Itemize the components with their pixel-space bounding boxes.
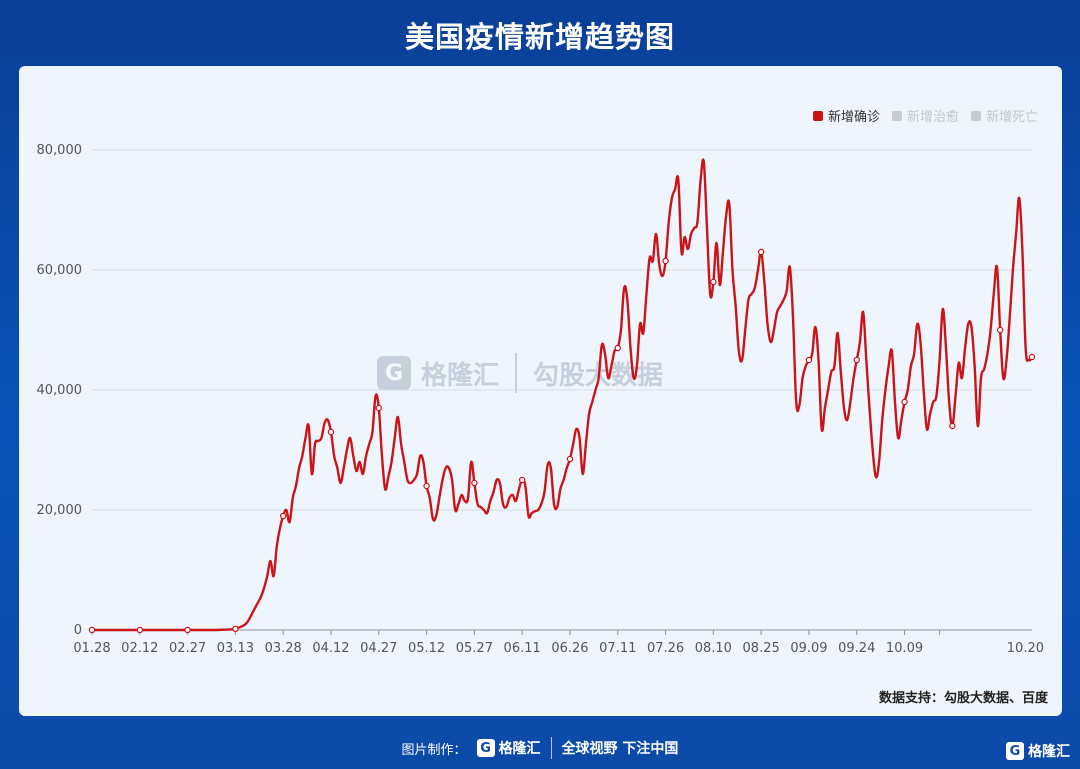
y-tick-label: 0 [74, 623, 82, 638]
footer: 图片制作： G 格隆汇 全球视野 下注中国 [0, 733, 1080, 763]
legend-label-new-confirmed: 新增确诊 [827, 110, 880, 125]
legend-swatch-new-deaths [970, 110, 981, 121]
legend-label-new-deaths: 新增死亡 [985, 110, 1038, 125]
x-tick-label: 07.26 [647, 641, 684, 656]
footer-divider [550, 737, 552, 759]
corner-brand: 格隆汇 [1028, 744, 1070, 760]
data-point[interactable] [901, 398, 908, 406]
footer-made-by: 图片制作： [401, 742, 467, 758]
data-point[interactable] [471, 479, 478, 487]
data-point[interactable] [805, 356, 813, 364]
legend-swatch-new-recovered [891, 110, 902, 121]
legend-item-new-confirmed[interactable]: 新增确诊 [812, 106, 880, 125]
legend-swatch-new-confirmed [812, 110, 823, 121]
watermark-logo-icon: G [377, 356, 411, 390]
data-point[interactable] [279, 512, 287, 520]
data-point[interactable] [375, 404, 382, 412]
x-tick-label: 05.27 [456, 641, 493, 656]
x-tick-label: 03.28 [265, 641, 302, 656]
x-axis-labels: 01.28 02.12 02.27 03.13 03.28 04.12 04.27 05.12… [73, 630, 1044, 656]
x-tick-label: 09.24 [838, 641, 875, 656]
page-title: 美国疫情新增趋势图 [404, 20, 675, 54]
series-line-new-confirmed [91, 158, 1033, 632]
x-tick-label: 04.12 [312, 641, 349, 656]
data-point[interactable] [518, 476, 526, 484]
x-tick-label: 02.12 [121, 641, 158, 656]
x-tick-label: 05.12 [408, 641, 445, 656]
data-point[interactable] [710, 278, 717, 286]
data-point[interactable] [423, 482, 430, 490]
x-tick-label: 02.27 [169, 641, 206, 656]
x-tick-label: 08.10 [695, 641, 732, 656]
data-point[interactable] [566, 455, 574, 463]
data-point[interactable] [136, 626, 143, 634]
data-point[interactable] [996, 326, 1004, 334]
brand-logo-icon: G [476, 739, 495, 757]
data-point[interactable] [949, 422, 956, 430]
footer-logo: G 格隆汇 [476, 738, 541, 758]
legend-label-new-recovered: 新增治愈 [906, 110, 959, 125]
x-tick-label: 10.20 [1007, 641, 1044, 656]
watermark-divider [515, 353, 518, 393]
x-tick-label: 09.09 [790, 641, 827, 656]
source-note: 数据支持：勾股大数据、百度 [878, 691, 1048, 706]
legend-item-new-recovered[interactable]: 新增治愈 [891, 106, 959, 125]
data-point[interactable] [1028, 353, 1036, 361]
y-axis-labels: 0 20,000 40,000 60,000 80,000 [37, 143, 83, 638]
data-point[interactable] [327, 428, 335, 436]
data-point[interactable] [232, 625, 239, 633]
x-tick-label: 07.11 [599, 641, 636, 656]
x-tick-label: 10.09 [886, 641, 923, 656]
legend-item-new-deaths[interactable]: 新增死亡 [970, 106, 1038, 125]
x-tick-label: 08.25 [743, 641, 780, 656]
footer-slogan: 全球视野 下注中国 [561, 741, 679, 757]
series-layer [88, 158, 1036, 634]
y-tick-label: 80,000 [37, 143, 83, 158]
data-point[interactable] [757, 248, 765, 256]
corner-logo: G 格隆汇 [1006, 741, 1070, 761]
data-point[interactable] [662, 257, 669, 265]
x-tick-label: 03.13 [217, 641, 254, 656]
chart-card: 新增确诊 新增治愈 新增死亡 G 格隆汇 勾股大数据 0 20,000 40,000… [19, 66, 1062, 716]
y-tick-label: 60,000 [37, 263, 83, 278]
watermark: G 格隆汇 勾股大数据 [377, 353, 663, 393]
data-point[interactable] [853, 356, 860, 364]
y-tick-label: 20,000 [37, 503, 83, 518]
x-tick-label: 06.11 [504, 641, 541, 656]
y-tick-label: 40,000 [37, 383, 83, 398]
chart-legend: 新增确诊 新增治愈 新增死亡 [812, 106, 1038, 125]
x-tick-label: 01.28 [73, 641, 110, 656]
footer-brand: 格隆汇 [498, 741, 541, 757]
data-point[interactable] [88, 626, 96, 634]
data-point[interactable] [614, 344, 621, 352]
line-chart: 0 20,000 40,000 60,000 80,000 01.28 02.12 02.2… [37, 143, 1045, 656]
watermark-brand: 格隆汇 [421, 360, 500, 391]
x-tick-label: 04.27 [360, 641, 397, 656]
corner-logo-icon: G [1006, 742, 1024, 760]
data-point[interactable] [184, 626, 191, 634]
x-tick-label: 06.26 [551, 641, 588, 656]
grid-lines [92, 149, 1032, 631]
